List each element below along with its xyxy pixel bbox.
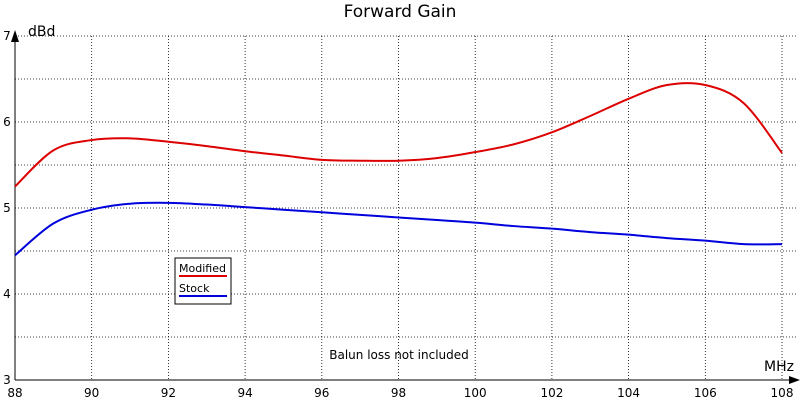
y-tick-label: 5 <box>3 201 11 215</box>
x-tick-label: 98 <box>391 386 406 400</box>
y-axis-label: dBd <box>28 24 55 40</box>
y-tick-label: 7 <box>3 29 11 43</box>
x-tick-label: 102 <box>540 386 563 400</box>
y-axis-arrow <box>11 30 19 42</box>
grid <box>15 35 798 380</box>
series-line-stock <box>14 201 783 257</box>
x-axis-arrow <box>789 376 800 384</box>
series-line-modified <box>14 82 783 188</box>
annotation-balun-note: Balun loss not included <box>329 348 469 362</box>
legend: Modified Stock <box>174 257 232 305</box>
legend-label-modified: Modified <box>179 262 226 275</box>
x-tick-label: 106 <box>694 386 717 400</box>
tick-labels: 88 90 92 94 96 98 100 102 104 106 108 3 4 5 6 7 <box>3 29 793 400</box>
x-tick-label: 88 <box>7 386 22 400</box>
x-tick-label: 100 <box>464 386 487 400</box>
series <box>14 82 783 257</box>
legend-label-stock: Stock <box>179 282 210 295</box>
x-tick-label: 96 <box>314 386 329 400</box>
x-tick-label: 92 <box>161 386 176 400</box>
y-tick-label: 3 <box>3 373 11 387</box>
chart-title: Forward Gain <box>344 2 457 22</box>
x-axis-label: MHz <box>764 359 794 375</box>
axes <box>11 30 800 384</box>
x-tick-label: 90 <box>84 386 99 400</box>
y-tick-label: 4 <box>3 287 11 301</box>
x-tick-label: 104 <box>617 386 640 400</box>
x-tick-label: 94 <box>237 386 252 400</box>
y-tick-label: 6 <box>3 115 11 129</box>
x-tick-label: 108 <box>771 386 794 400</box>
